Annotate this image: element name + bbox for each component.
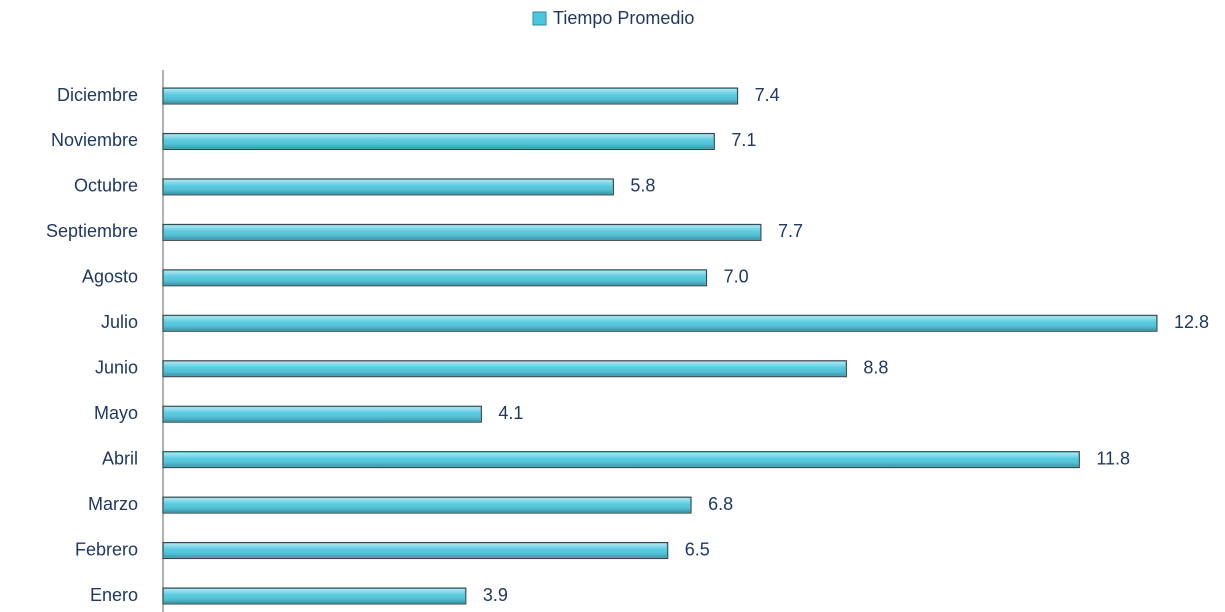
legend-label: Tiempo Promedio bbox=[553, 8, 694, 28]
legend-swatch bbox=[532, 11, 547, 26]
y-tick-label: Agosto bbox=[82, 267, 138, 287]
bar-shine bbox=[164, 543, 667, 558]
bar-shine bbox=[164, 134, 714, 149]
y-tick-label: Octubre bbox=[74, 176, 138, 196]
data-label: 6.8 bbox=[708, 494, 733, 514]
y-tick-label: Julio bbox=[101, 312, 138, 332]
y-tick-label: Marzo bbox=[88, 494, 138, 514]
y-tick-label: Junio bbox=[95, 357, 138, 377]
y-tick-label: Mayo bbox=[94, 403, 138, 423]
bar-shine bbox=[164, 498, 691, 513]
y-tick-label: Septiembre bbox=[46, 221, 138, 241]
y-tick-label: Enero bbox=[90, 585, 138, 605]
data-label: 7.4 bbox=[755, 85, 780, 105]
data-label: 11.8 bbox=[1096, 448, 1130, 468]
data-label: 7.1 bbox=[731, 130, 756, 150]
bar-shine bbox=[164, 316, 1156, 331]
bar-shine bbox=[164, 225, 760, 240]
bar-shine bbox=[164, 179, 613, 194]
data-label: 6.5 bbox=[685, 539, 710, 559]
y-tick-label: Febrero bbox=[75, 539, 138, 559]
bar-shine bbox=[164, 270, 706, 285]
data-label: 3.9 bbox=[483, 585, 508, 605]
data-label: 8.8 bbox=[863, 357, 888, 377]
data-label: 5.8 bbox=[630, 176, 655, 196]
data-label: 4.1 bbox=[498, 403, 523, 423]
y-tick-label: Noviembre bbox=[51, 130, 138, 150]
bar-shine bbox=[164, 407, 481, 422]
bar-shine bbox=[164, 452, 1079, 467]
data-label: 7.0 bbox=[724, 267, 749, 287]
y-tick-label: Diciembre bbox=[57, 85, 138, 105]
y-tick-label: Abril bbox=[102, 448, 138, 468]
bar-shine bbox=[164, 589, 465, 603]
bar-shine bbox=[164, 89, 737, 103]
bar-shine bbox=[164, 361, 846, 376]
data-label: 12.8 bbox=[1174, 312, 1209, 332]
data-label: 7.7 bbox=[778, 221, 803, 241]
